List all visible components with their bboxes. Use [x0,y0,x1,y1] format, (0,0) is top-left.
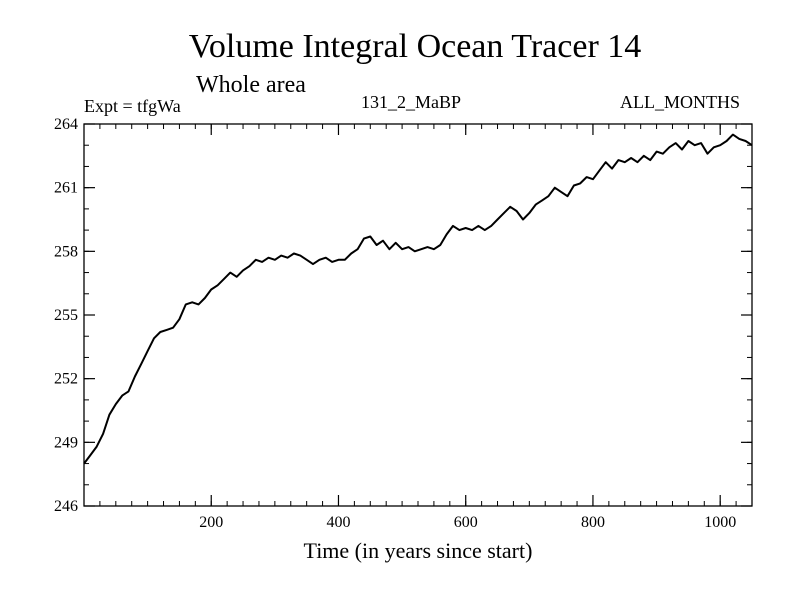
y-tick-label: 258 [54,243,78,260]
y-tick-label: 255 [54,307,78,324]
x-tick-label: 200 [199,514,223,531]
chart-title: Volume Integral Ocean Tracer 14 [188,28,642,65]
run-id-label: 131_2_MaBP [361,92,462,112]
y-tick-label: 246 [54,498,78,515]
experiment-label: Expt = tfgWa [84,96,181,116]
x-tick-label: 800 [581,514,605,531]
x-tick-label: 400 [326,514,350,531]
x-tick-label: 1000 [704,514,736,531]
x-axis-label: Time (in years since start) [303,538,533,563]
y-tick-label: 261 [54,180,78,197]
y-tick-label: 264 [54,116,78,133]
y-tick-label: 249 [54,434,78,451]
series-line [83,133,753,465]
months-label: ALL_MONTHS [620,92,740,112]
y-tick-label: 252 [54,371,78,388]
chart-subtitle: Whole area [196,72,306,98]
x-tick-label: 600 [454,514,478,531]
plot-frame [83,123,753,507]
